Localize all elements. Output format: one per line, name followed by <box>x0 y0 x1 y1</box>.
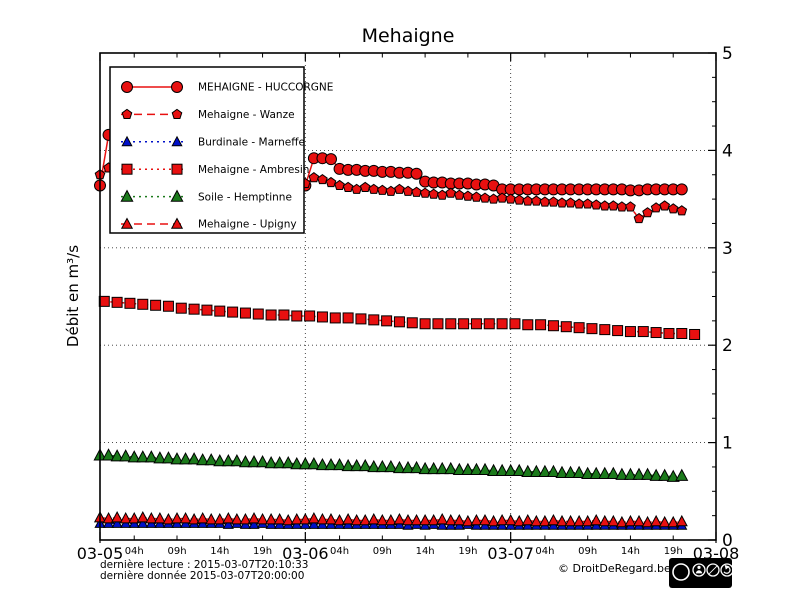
legend-item-mehaigne-wanze: Mehaigne - Wanze <box>121 108 295 121</box>
series-mehaigne-upigny <box>93 511 688 528</box>
x-tick-hour-6: 14h <box>416 546 435 557</box>
legend-label: Burdinale - Marneffe <box>198 137 305 149</box>
x-tick-hour-1: 09h <box>167 546 186 557</box>
cc-by-label: BY <box>696 582 702 588</box>
y-tick-4: 4 <box>722 141 733 161</box>
legend-label: Mehaigne - Ambresin <box>198 164 309 176</box>
legend-item-mehaigne-ambresin: Mehaigne - Ambresin <box>121 163 309 176</box>
x-tick-hour-4: 04h <box>330 546 349 557</box>
x-tick-hour-10: 14h <box>621 546 640 557</box>
x-tick-hour-7: 19h <box>458 546 477 557</box>
y-tick-0: 0 <box>722 531 733 551</box>
y-tick-3: 3 <box>722 239 733 259</box>
legend-item-mehaigne-huccorgne: MEHAIGNE - HUCCORGNE <box>121 81 333 94</box>
y-tick-5: 5 <box>722 44 733 64</box>
x-tick-hour-9: 09h <box>578 546 597 557</box>
cc-nc-label: NC <box>710 582 718 588</box>
cc-nc-icon: $ <box>706 563 720 577</box>
x-tick-day-03-05: 03-05 <box>77 544 124 563</box>
series-soile-hemptinne <box>93 448 689 482</box>
legend-label: MEHAIGNE - HUCCORGNE <box>198 82 333 94</box>
x-tick-hour-3: 19h <box>253 546 272 557</box>
gridlines <box>100 53 716 540</box>
y-tick-1: 1 <box>722 434 733 454</box>
cc-license-badge: cc $ BY NC SA <box>669 558 734 588</box>
legend: MEHAIGNE - HUCCORGNE Mehaigne - Wanze Burd… <box>109 66 333 234</box>
cc-sa-label: SA <box>724 582 731 588</box>
x-tick-hour-11: 19h <box>664 546 683 557</box>
cc-logo-icon <box>672 563 690 581</box>
last-data-timestamp: dernière donnée 2015-03-07T20:00:00 <box>100 570 304 582</box>
x-tick-hour-8: 04h <box>535 546 554 557</box>
x-tick-day-03-07: 03-07 <box>487 544 534 563</box>
legend-item-soile-hemptinne: Soile - Hemptinne <box>120 189 292 203</box>
y-axis-labels: 0 1 2 3 4 5 <box>722 44 733 551</box>
chart-title: Mehaigne <box>362 25 455 47</box>
axis-ticks <box>99 52 717 543</box>
x-tick-hour-2: 14h <box>210 546 229 557</box>
y-tick-2: 2 <box>722 336 733 356</box>
cc-logo-text: cc <box>676 568 686 578</box>
copyright-text: © DroitDeRegard.be <box>558 562 671 575</box>
cc-sa-icon <box>720 563 734 577</box>
legend-label: Mehaigne - Wanze <box>198 109 295 121</box>
legend-item-burdinale-marneffe: Burdinale - Marneffe <box>121 135 305 149</box>
last-read-timestamp: dernière lecture : 2015-03-07T20:10:33 <box>100 559 308 571</box>
x-tick-day-03-06: 03-06 <box>282 544 329 563</box>
legend-item-mehaigne-upigny: Mehaigne - Upigny <box>120 217 297 231</box>
x-tick-hour-5: 09h <box>373 546 392 557</box>
x-tick-hour-0: 04h <box>125 546 144 557</box>
cc-by-icon <box>692 563 706 577</box>
legend-label: Soile - Hemptinne <box>198 191 292 203</box>
y-axis-label: Débit en m³/s <box>64 245 82 347</box>
legend-box <box>109 66 305 234</box>
legend-label: Mehaigne - Upigny <box>198 219 297 231</box>
series-mehaigne-ambresin <box>98 295 701 340</box>
